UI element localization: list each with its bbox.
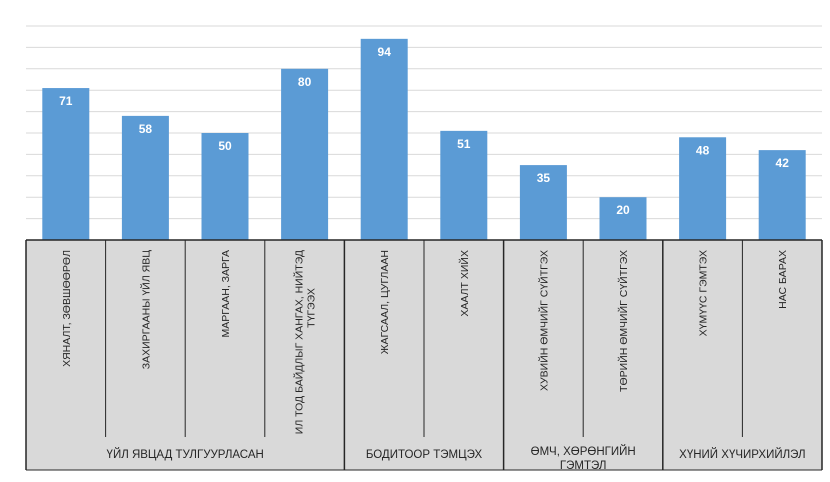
bar <box>519 165 567 240</box>
category-label: МАРГААН, ЗАРГА <box>220 250 232 338</box>
category-label: ИЛ ТОД БАЙДЛЫГ ХАНГАХ, НИЙТЭДТҮГЭЭХ <box>293 250 318 434</box>
data-label: 35 <box>537 171 551 185</box>
bar <box>599 197 647 240</box>
data-label: 51 <box>457 137 471 151</box>
bar <box>679 137 727 240</box>
group-label: ӨМЧ, ХӨРӨНГИЙН ГЭМТЭЛ <box>531 445 636 472</box>
data-label: 20 <box>616 203 630 217</box>
category-label: ТӨРИЙН ӨМЧИЙГ СҮЙТГЭХ <box>617 250 630 392</box>
bar <box>281 68 329 240</box>
data-label: 50 <box>218 139 232 153</box>
bar <box>440 130 488 240</box>
category-label: ХҮМҮҮС ГЭМТЭХ <box>698 250 710 336</box>
bar <box>42 88 90 240</box>
category-label: НАС БАРАХ <box>777 250 789 309</box>
bar <box>201 133 249 240</box>
group-label: БОДИТООР ТЭМЦЭХ <box>366 449 483 461</box>
data-label: 71 <box>59 94 73 108</box>
bar <box>121 115 169 240</box>
bar <box>758 150 806 240</box>
group-label: ҮЙЛ ЯВЦАД ТУЛГУУРЛАСАН <box>107 448 264 461</box>
data-label: 80 <box>298 75 312 89</box>
bar <box>360 38 408 241</box>
data-label: 42 <box>776 156 790 170</box>
data-label: 94 <box>378 45 392 59</box>
category-label: ХУВИЙН ӨМЧИЙГ СҮЙТГЭХ <box>537 250 550 391</box>
category-label: ЖАГСААЛ, ЦУГЛААН <box>379 250 391 354</box>
category-label: ХААЛТ ХИЙХ <box>458 250 471 317</box>
category-label: ХЯНАЛТ, ЗӨВШӨӨРӨЛ <box>61 250 73 367</box>
category-label: ЗАХИРГААНЫ ҮЙЛ ЯВЦ <box>139 250 152 369</box>
data-label: 48 <box>696 143 710 157</box>
group-label: ХҮНИЙ ХҮЧИРХИЙЛЭЛ <box>679 448 805 461</box>
data-label: 58 <box>139 122 153 136</box>
